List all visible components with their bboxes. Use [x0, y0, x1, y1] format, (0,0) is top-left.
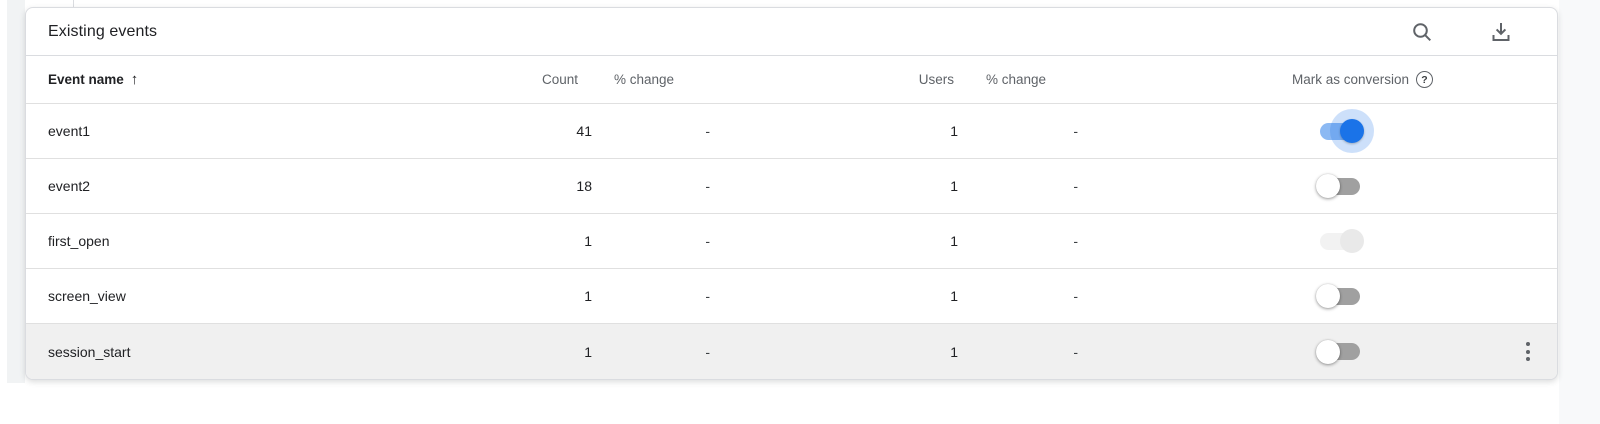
download-icon — [1489, 20, 1513, 44]
existing-events-card: Existing events — [25, 7, 1558, 380]
toggle-thumb — [1316, 174, 1340, 198]
count-change-cell: - — [705, 123, 710, 139]
conversion-cell — [1078, 339, 1463, 364]
users-change-cell: - — [1073, 178, 1078, 194]
search-button[interactable] — [1410, 20, 1434, 44]
conversion-cell — [1078, 229, 1463, 253]
help-icon[interactable]: ? — [1416, 71, 1433, 88]
count-change-cell: - — [705, 288, 710, 304]
users-cell: 1 — [950, 288, 958, 304]
table-row: first_open 1 - 1 - — [26, 214, 1557, 269]
column-header-users-change[interactable]: % change — [985, 72, 1046, 87]
users-cell: 1 — [950, 233, 958, 249]
download-button[interactable] — [1489, 20, 1513, 44]
table-body: event1 41 - 1 - event2 18 - 1 - — [26, 104, 1557, 379]
conversion-cell — [1078, 284, 1463, 308]
card-actions — [1410, 20, 1557, 44]
event-name-cell: event1 — [48, 123, 91, 139]
users-change-cell: - — [1073, 233, 1078, 249]
mark-as-conversion-toggle[interactable] — [1316, 174, 1360, 198]
column-header-event-name[interactable]: Event name ↑ — [26, 71, 501, 88]
menu-cell — [1463, 340, 1557, 363]
mark-as-conversion-toggle — [1320, 229, 1364, 253]
page-left-gutter — [7, 0, 25, 383]
column-header-mark-as-conversion: Mark as conversion ? — [1078, 71, 1463, 88]
mark-as-conversion-toggle[interactable] — [1316, 339, 1360, 364]
count-cell: 41 — [576, 123, 592, 139]
count-change-cell: - — [705, 233, 710, 249]
count-change-cell: - — [705, 343, 710, 360]
event-name-header-label: Event name — [48, 72, 124, 87]
event-name-cell: screen_view — [48, 288, 126, 304]
toggle-thumb — [1316, 339, 1340, 364]
users-cell: 1 — [950, 123, 958, 139]
event-name-cell: first_open — [48, 233, 110, 249]
count-change-cell: - — [705, 178, 710, 194]
table-header-row: Event name ↑ Count % change Users % chan… — [26, 56, 1557, 104]
card-header: Existing events — [26, 8, 1557, 56]
row-menu-button[interactable] — [1524, 340, 1532, 363]
event-name-cell: event2 — [48, 178, 91, 194]
count-cell: 1 — [584, 288, 592, 304]
table-row: screen_view 1 - 1 - — [26, 269, 1557, 324]
column-header-count[interactable]: Count — [541, 72, 578, 87]
mark-as-conversion-toggle[interactable] — [1320, 109, 1374, 153]
toolbar-divider — [73, 0, 74, 8]
toggle-thumb — [1340, 119, 1364, 143]
event-name-cell: session_start — [48, 343, 131, 360]
menu-cell — [1463, 230, 1557, 253]
users-change-cell: - — [1073, 343, 1078, 360]
column-header-users[interactable]: Users — [918, 72, 954, 87]
count-cell: 18 — [576, 178, 592, 194]
toggle-thumb — [1316, 284, 1340, 308]
users-change-cell: - — [1073, 288, 1078, 304]
conversion-cell — [1078, 174, 1463, 198]
kebab-icon — [1526, 342, 1530, 346]
page-right-gutter — [1559, 0, 1600, 424]
toggle-thumb — [1340, 229, 1364, 253]
users-change-cell: - — [1073, 123, 1078, 139]
menu-cell — [1463, 285, 1557, 308]
table-row: session_start 1 - 1 - — [26, 324, 1557, 379]
users-cell: 1 — [950, 178, 958, 194]
count-cell: 1 — [584, 343, 592, 360]
column-header-count-change[interactable]: % change — [613, 72, 674, 87]
sort-ascending-icon: ↑ — [130, 71, 139, 88]
table-row: event2 18 - 1 - — [26, 159, 1557, 214]
mark-as-conversion-toggle[interactable] — [1316, 284, 1360, 308]
count-cell: 1 — [584, 233, 592, 249]
card-title: Existing events — [48, 22, 158, 40]
search-icon — [1410, 20, 1434, 44]
users-cell: 1 — [950, 343, 958, 360]
table-row: event1 41 - 1 - — [26, 104, 1557, 159]
conversion-cell — [1078, 109, 1463, 153]
mark-as-conversion-header-label: Mark as conversion — [1291, 72, 1409, 87]
menu-cell — [1463, 120, 1557, 143]
menu-cell — [1463, 175, 1557, 198]
